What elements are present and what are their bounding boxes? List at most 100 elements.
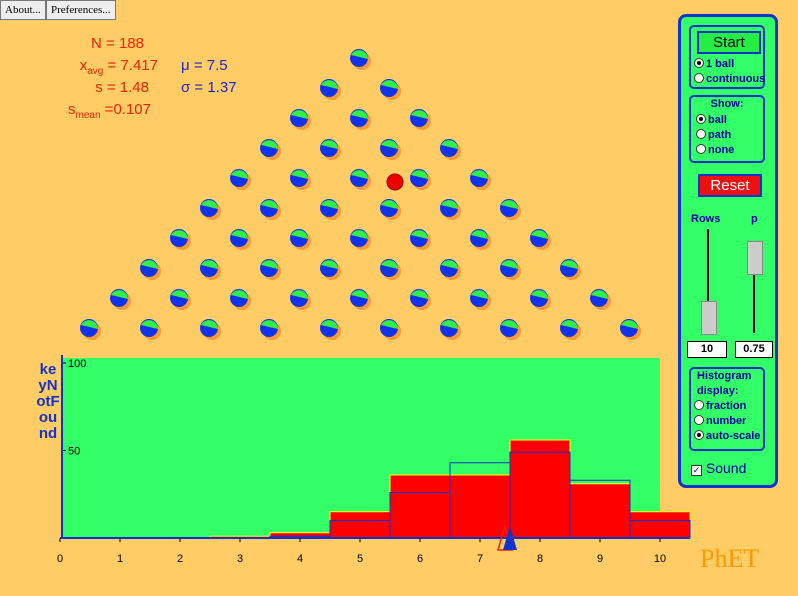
peg-top [381,200,398,209]
x-tick-label: 9 [597,553,603,565]
peg [590,289,611,310]
peg-top [231,170,248,179]
peg-top [261,320,278,329]
peg-top [411,230,428,239]
mode-box: Start 1 ball continuous [689,25,765,89]
radio[interactable] [694,430,704,440]
radio-option[interactable]: number [693,414,760,429]
peg-top [231,290,248,299]
radio[interactable] [696,129,706,139]
display-box: Histogram display: fraction number auto-sc… [689,367,765,451]
radio-label: continuous [706,73,766,85]
start-button[interactable]: Start [697,31,761,54]
x-tick-label: 6 [417,553,423,565]
peg [290,109,311,130]
peg [320,139,341,160]
peg-top [561,320,578,329]
peg [440,139,461,160]
peg [380,259,401,280]
peg [350,49,371,70]
peg [350,229,371,250]
peg-top [411,170,428,179]
sound-checkbox[interactable]: ✓ Sound [691,461,746,476]
peg-top [351,230,368,239]
peg [500,259,521,280]
peg-top [321,200,338,209]
radio-option[interactable]: none [695,143,734,158]
control-panel: Start 1 ball continuous Show: ball path non… [678,14,778,488]
peg-top [351,170,368,179]
peg [320,259,341,280]
peg-top [381,260,398,269]
stat-sigma: σ = 1.37 [181,79,237,96]
peg [110,289,131,310]
radio-option[interactable]: path [695,128,734,143]
peg [380,139,401,160]
peg [140,259,161,280]
peg [410,109,431,130]
peg [500,199,521,220]
radio-option[interactable]: fraction [693,399,760,414]
radio[interactable] [694,73,704,83]
peg-top [501,200,518,209]
peg [290,289,311,310]
peg [290,229,311,250]
logo: PhET [700,544,760,573]
peg-top [81,320,98,329]
preferences-button[interactable]: Preferences... [46,0,116,20]
peg-top [381,80,398,89]
peg-top [501,260,518,269]
peg [440,319,461,340]
peg-top [231,230,248,239]
peg [230,289,251,310]
peg-top [471,170,488,179]
radio[interactable] [696,144,706,154]
peg-top [321,260,338,269]
rows-slider[interactable] [701,301,717,335]
stat-mu: μ = 7.5 [181,57,228,74]
peg [440,199,461,220]
x-tick-label: 10 [654,553,666,565]
peg-top [291,230,308,239]
p-slider[interactable] [747,241,763,275]
peg-top [381,140,398,149]
peg-top [291,110,308,119]
observed-bar [329,511,391,539]
peg [380,199,401,220]
peg-top [201,260,218,269]
peg-top [351,110,368,119]
peg [470,169,491,190]
radio-label: path [708,129,732,141]
observed-bar [629,511,691,539]
radio-option[interactable]: auto-scale [693,429,760,444]
radio[interactable] [694,400,704,410]
symbol: σ [181,79,191,96]
radio-option[interactable]: ball [695,113,734,128]
value: 7.417 [120,57,158,74]
radio-label: none [708,144,735,156]
radio[interactable] [696,114,706,124]
stat-s: s = 1.48 [95,79,149,96]
radio[interactable] [694,415,704,425]
checkbox[interactable]: ✓ [691,465,702,476]
x-tick-label: 8 [537,553,543,565]
peg-top [441,200,458,209]
radio[interactable] [694,58,704,68]
ball [386,173,404,191]
peg [170,229,191,250]
stat-smean: smean =0.107 [68,101,151,121]
peg [260,139,281,160]
radio-option[interactable]: continuous [693,72,765,87]
reset-button[interactable]: Reset [698,174,762,197]
radio-label: fraction [706,400,747,412]
radio-option[interactable]: 1 ball [693,57,765,72]
symbol: x [79,57,88,74]
radio-label: ball [708,114,727,126]
peg-top [321,80,338,89]
show-box: Show: ball path none [689,95,765,163]
x-tick-label: 3 [237,553,243,565]
x-tick-label: 2 [177,553,183,565]
peg [410,169,431,190]
x-tick-label: 7 [477,553,483,565]
about-button[interactable]: About... [0,0,46,20]
